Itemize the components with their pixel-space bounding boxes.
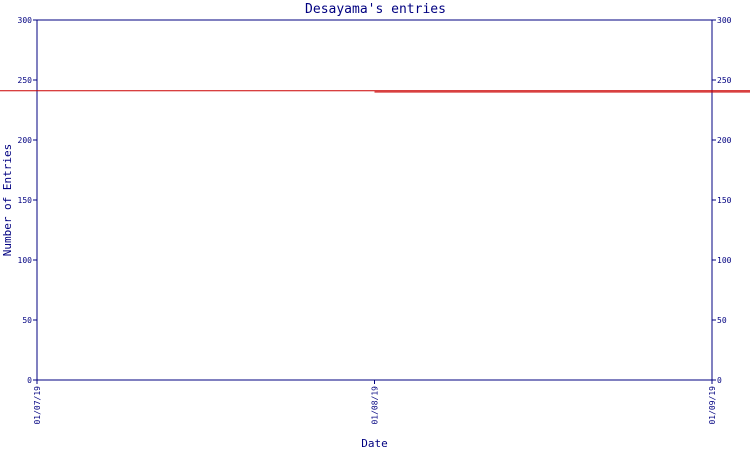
y-tick-label-right: 250: [717, 76, 732, 85]
x-tick-label: 01/09/19: [708, 386, 717, 425]
y-tick-label-left: 200: [18, 136, 33, 145]
y-tick-label-left: 100: [18, 256, 33, 265]
x-tick-label: 01/07/19: [33, 386, 42, 425]
y-tick-label-left: 150: [18, 196, 33, 205]
y-tick-label-left: 0: [27, 376, 32, 385]
axes: [36, 19, 713, 381]
y-tick-label-left: 50: [22, 316, 32, 325]
y-tick-label-right: 0: [717, 376, 722, 385]
y-tick-label-right: 150: [717, 196, 732, 205]
y-tick-label-right: 50: [717, 316, 727, 325]
y-tick-label-left: 300: [18, 16, 33, 25]
y-axis-title: Number of Entries: [1, 144, 14, 257]
entries-series-line: [0, 90, 750, 93]
chart-title: Desayama's entries: [305, 2, 446, 17]
y-tick-label-right: 300: [717, 16, 732, 25]
x-tick-label: 01/08/19: [371, 386, 380, 425]
y-tick-label-right: 100: [717, 256, 732, 265]
y-tick-label-right: 200: [717, 136, 732, 145]
series: [0, 90, 750, 93]
x-axis-title: Date: [361, 437, 388, 450]
plot-frame: [36, 19, 713, 381]
ticks: 0 0 50 50 100 100 150 150 200 200 250 250 300 300 01/0…: [18, 16, 732, 425]
y-tick-label-left: 250: [18, 76, 33, 85]
